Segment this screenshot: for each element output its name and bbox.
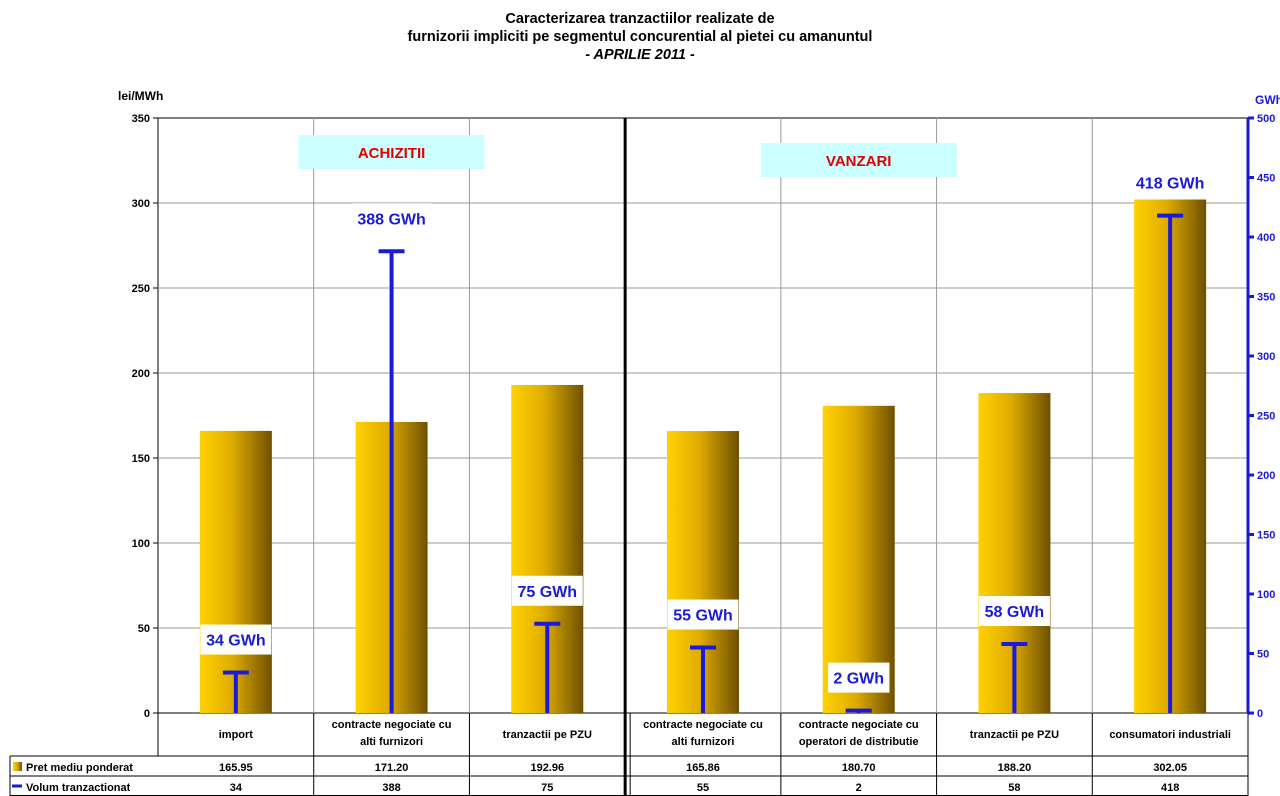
table-volume-value: 418 <box>1161 782 1179 794</box>
y-left-tick-label: 250 <box>132 283 150 295</box>
table-price-value: 165.86 <box>686 762 720 774</box>
volume-data-label: 2 GWh <box>833 671 884 688</box>
region-label-vanzari: VANZARI <box>826 153 892 170</box>
volume-label-box <box>511 575 583 606</box>
chart-title: Caracterizarea tranzactiilor realizate d… <box>505 11 775 27</box>
y-right-tick-label: 400 <box>1257 232 1275 244</box>
category-label: tranzactii pe PZU <box>970 729 1059 741</box>
volume-data-label: 58 GWh <box>985 604 1045 621</box>
y-left-tick-label: 300 <box>132 198 150 210</box>
price-bar <box>199 430 272 713</box>
legend-label-price: Pret mediu ponderat <box>26 762 133 774</box>
category-label: consumatori industriali <box>1109 729 1231 741</box>
volume-label-box <box>667 599 739 630</box>
table-volume-value: 55 <box>697 782 709 794</box>
category-label: contracte negociate cu <box>643 719 763 731</box>
price-bar <box>822 405 895 713</box>
category-label: import <box>219 729 254 741</box>
y-right-tick-label: 0 <box>1257 708 1263 720</box>
table-price-value: 171.20 <box>375 762 409 774</box>
y-left-tick-label: 200 <box>132 368 150 380</box>
volume-label-box <box>827 662 890 693</box>
volume-data-label: 418 GWh <box>1136 176 1204 193</box>
volume-data-label: 75 GWh <box>518 584 578 601</box>
y-right-tick-label: 150 <box>1257 530 1275 542</box>
category-label: contracte negociate cu <box>332 719 452 731</box>
category-label: operatori de distributie <box>799 736 919 748</box>
category-label: tranzactii pe PZU <box>503 729 592 741</box>
table-price-value: 165.95 <box>219 762 253 774</box>
region-box-vanzari <box>760 143 957 177</box>
volume-label-box <box>351 203 432 234</box>
y-left-tick-label: 100 <box>132 538 150 550</box>
y-right-tick-label: 50 <box>1257 649 1269 661</box>
y-left-unit-label: lei/MWh <box>118 89 163 103</box>
y-left-tick-label: 0 <box>144 708 150 720</box>
y-right-unit-label: GWh <box>1255 93 1280 107</box>
category-label: contracte negociate cu <box>799 719 919 731</box>
chart-subtitle: furnizorii impliciti pe segmentul concur… <box>407 29 873 45</box>
y-left-tick-label: 350 <box>132 113 150 125</box>
region-label-achizitii: ACHIZITII <box>358 145 426 162</box>
table-price-value: 188.20 <box>998 762 1032 774</box>
table-volume-value: 388 <box>382 782 400 794</box>
y-left-tick-label: 150 <box>132 453 150 465</box>
table-volume-value: 58 <box>1008 782 1020 794</box>
y-right-tick-label: 300 <box>1257 351 1275 363</box>
y-right-tick-label: 500 <box>1257 113 1275 125</box>
volume-data-label: 388 GWh <box>357 211 425 228</box>
volume-label-box <box>978 595 1050 626</box>
plot-area: 0 50 100 150 200 250 300 350 lei/MWh 0 50 100 150 200… <box>9 89 1280 796</box>
y-right-tick-label: 200 <box>1257 470 1275 482</box>
volume-data-label: 34 GWh <box>206 633 266 650</box>
volume-label-box <box>1129 167 1211 198</box>
table-price-value: 302.05 <box>1153 762 1187 774</box>
y-left-tick-label: 50 <box>138 623 150 635</box>
table-volume-value: 34 <box>230 782 243 794</box>
legend-label-volume: Volum tranzactionat <box>26 782 131 794</box>
category-label: alti furnizori <box>672 736 735 748</box>
y-right-tick-label: 350 <box>1257 292 1275 304</box>
table-price-value: 180.70 <box>842 762 876 774</box>
table-price-value: 192.96 <box>530 762 564 774</box>
legend-key-price <box>13 762 22 771</box>
table-volume-value: 2 <box>856 782 862 794</box>
region-box-achizitii <box>298 135 485 169</box>
chart-period: - APRILIE 2011 - <box>585 47 695 63</box>
volume-label-box <box>200 624 272 655</box>
y-right-tick-label: 450 <box>1257 173 1275 185</box>
y-right-tick-label: 250 <box>1257 411 1275 423</box>
y-right-tick-label: 100 <box>1257 589 1275 601</box>
table-volume-value: 75 <box>541 782 553 794</box>
category-label: alti furnizori <box>360 736 423 748</box>
chart-title-block: Caracterizarea tranzactiilor realizate d… <box>0 10 1280 64</box>
volume-data-label: 55 GWh <box>673 608 733 625</box>
